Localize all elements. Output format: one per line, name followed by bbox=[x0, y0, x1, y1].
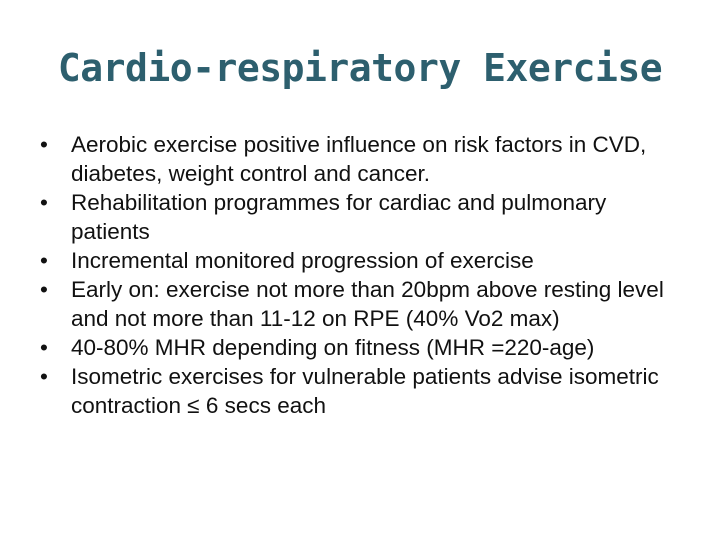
bullet-text: Early on: exercise not more than 20bpm a… bbox=[71, 277, 664, 331]
bullet-icon: • bbox=[40, 277, 48, 302]
bullet-icon: • bbox=[40, 132, 48, 157]
bullet-icon: • bbox=[40, 335, 48, 360]
bullet-item: • Rehabilitation programmes for cardiac … bbox=[40, 188, 680, 246]
slide-title: Cardio-respiratory Exercise bbox=[57, 46, 663, 90]
bullet-text: Aerobic exercise positive influence on r… bbox=[71, 132, 647, 186]
bullet-text: 40-80% MHR depending on fitness (MHR =22… bbox=[71, 335, 595, 360]
bullet-list: • Aerobic exercise positive influence on… bbox=[40, 130, 680, 420]
bullet-icon: • bbox=[40, 190, 48, 215]
bullet-item: • Aerobic exercise positive influence on… bbox=[40, 130, 680, 188]
bullet-item: • 40-80% MHR depending on fitness (MHR =… bbox=[40, 333, 680, 362]
bullet-item: • Early on: exercise not more than 20bpm… bbox=[40, 275, 680, 333]
bullet-item: • Isometric exercises for vulnerable pat… bbox=[40, 362, 680, 420]
bullet-icon: • bbox=[40, 364, 48, 389]
bullet-item: • Incremental monitored progression of e… bbox=[40, 246, 680, 275]
bullet-text: Rehabilitation programmes for cardiac an… bbox=[71, 190, 607, 244]
bullet-icon: • bbox=[40, 248, 48, 273]
bullet-text: Isometric exercises for vulnerable patie… bbox=[71, 364, 659, 418]
bullet-text: Incremental monitored progression of exe… bbox=[71, 248, 534, 273]
